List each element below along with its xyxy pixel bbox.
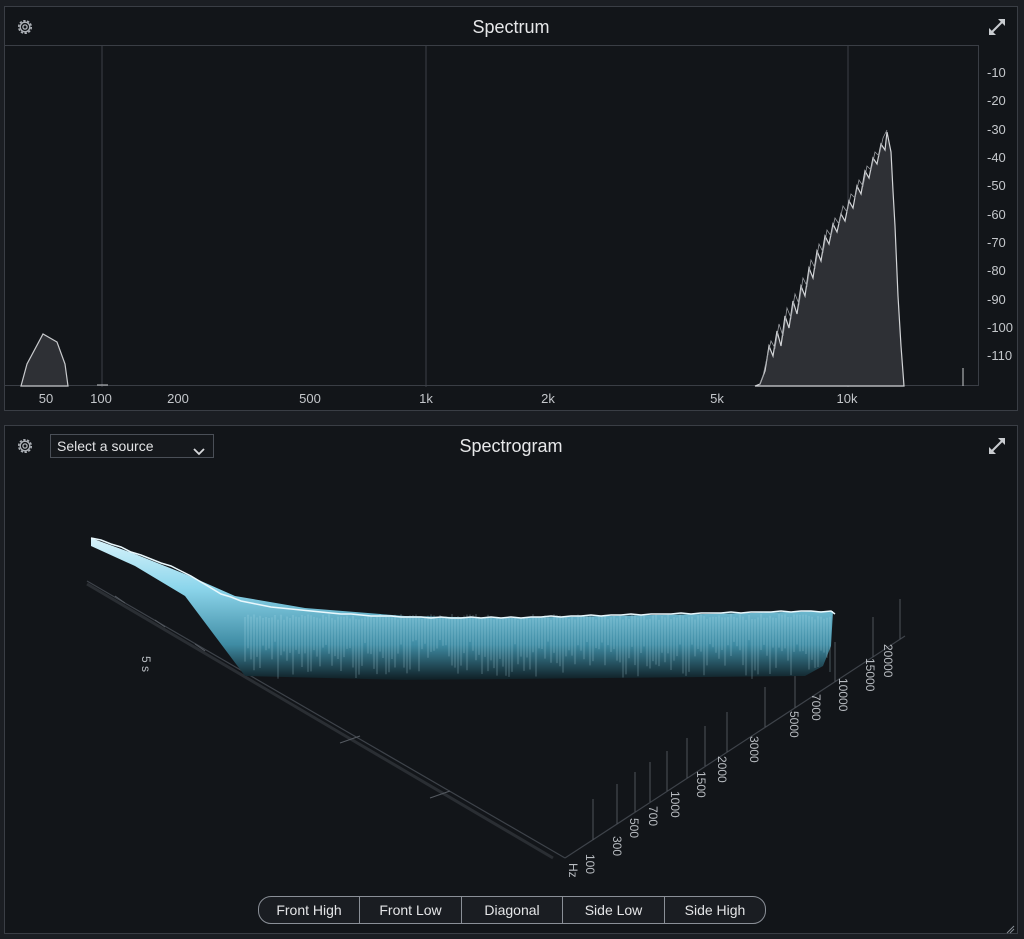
gear-icon[interactable]: [15, 17, 35, 37]
gear-icon[interactable]: [15, 436, 35, 456]
freq-axis-label: 20000: [881, 644, 895, 678]
spectrum-title: Spectrum: [472, 17, 550, 37]
spectrogram-title: Spectrogram: [459, 436, 563, 456]
db-axis-label: -110: [987, 348, 1013, 363]
spectrogram-waterfall[interactable]: [5, 466, 1017, 926]
hz-axis-label: 2k: [541, 391, 555, 406]
freq-unit-label: Hz: [566, 863, 580, 878]
front-low-button[interactable]: Front Low: [360, 897, 462, 923]
db-axis-label: -90: [987, 292, 1006, 307]
hz-axis-label: 500: [299, 391, 321, 406]
chevron-down-icon: [193, 441, 205, 456]
db-axis-label: -10: [987, 65, 1006, 80]
side-low-button[interactable]: Side Low: [563, 897, 665, 923]
spectrum-panel: Spectrum -10 -20 -30 -40 -50 -60 -70 -80 -90 -100…: [4, 6, 1018, 411]
freq-axis-label: 1000: [668, 791, 682, 818]
freq-axis-label: 7000: [809, 694, 823, 721]
freq-axis-label: 700: [646, 806, 660, 827]
resize-grip-icon[interactable]: [1005, 921, 1015, 934]
db-axis-label: -50: [987, 178, 1006, 193]
freq-axis-label: 500: [627, 818, 641, 839]
view-segmented-control: Front High Front Low Diagonal Side Low S…: [258, 896, 766, 924]
freq-axis-label: 3000: [747, 736, 761, 763]
hz-axis-label: 200: [167, 391, 189, 406]
source-select[interactable]: Select a source: [50, 434, 214, 458]
source-select-label: Select a source: [57, 438, 154, 454]
freq-axis-label: 2000: [715, 756, 729, 783]
spectrum-plot[interactable]: [5, 45, 979, 387]
db-axis-label: -80: [987, 263, 1006, 278]
db-axis-label: -40: [987, 150, 1006, 165]
db-axis-label: -30: [987, 122, 1006, 137]
db-axis-label: -60: [987, 207, 1006, 222]
hz-axis-label: 100: [90, 391, 112, 406]
db-axis-label: -100: [987, 320, 1014, 335]
hz-axis-label: 5k: [710, 391, 724, 406]
hz-axis-label: 50: [38, 391, 54, 406]
db-axis-label: -20: [987, 93, 1006, 108]
freq-axis-label: 5000: [787, 711, 801, 738]
front-high-button[interactable]: Front High: [259, 897, 360, 923]
hz-axis-label: 10k: [836, 391, 858, 406]
freq-axis-label: 1500: [694, 771, 708, 798]
freq-axis-label: 15000: [863, 658, 877, 692]
freq-axis-label: 300: [610, 836, 624, 857]
spectrogram-panel: Select a source Spectrogram: [4, 425, 1018, 934]
side-high-button[interactable]: Side High: [684, 902, 746, 918]
diagonal-button[interactable]: Diagonal: [462, 897, 563, 923]
expand-icon[interactable]: [987, 436, 1007, 456]
spectrum-high-peak: [754, 131, 905, 387]
db-axis-label: -70: [987, 235, 1006, 250]
freq-axis-label: 100: [583, 854, 597, 875]
time-label: 5 s: [139, 656, 153, 673]
hz-axis-label: 1k: [419, 391, 433, 406]
spectrum-low-peak: [20, 333, 69, 387]
freq-axis-label: 10000: [836, 678, 850, 712]
expand-icon[interactable]: [987, 17, 1007, 37]
